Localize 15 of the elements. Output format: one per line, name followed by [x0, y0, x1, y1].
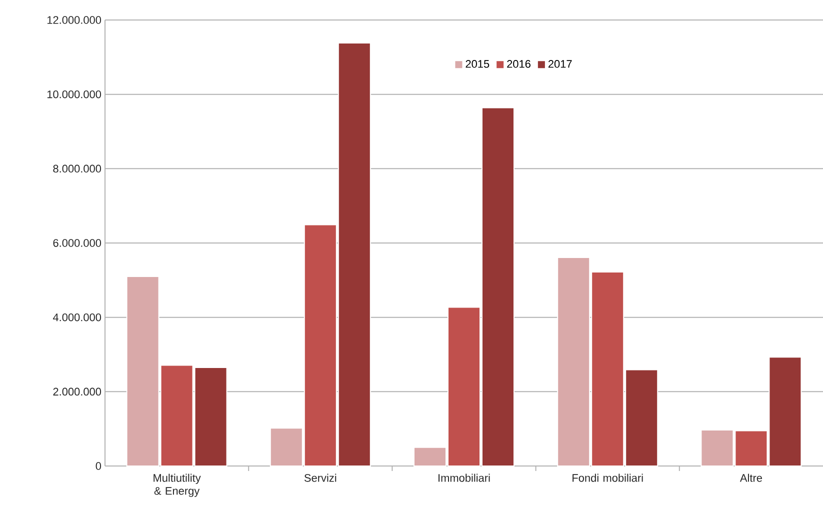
y-tick-label: 12.000.000	[47, 16, 102, 24]
y-tick-label: 10.000.000	[47, 90, 102, 98]
y-tick-label: 8.000.000	[53, 164, 102, 173]
y-tick-label: 6.000.000	[53, 239, 102, 247]
x-tick-label: Altre	[740, 474, 762, 482]
x-tick-label: Immobiliari	[438, 474, 490, 482]
y-tick-label: 0	[96, 462, 102, 470]
legend-label: 2015	[466, 60, 490, 68]
legend-label: 2016	[507, 60, 530, 68]
y-tick-label: 2.000.000	[53, 388, 102, 396]
x-tick-label: Multiutility & Energy	[154, 474, 201, 497]
x-tick-label: Fondi mobiliari	[572, 474, 643, 482]
x-tick-label: Servizi	[304, 474, 336, 482]
legend-label: 2017	[548, 60, 572, 68]
y-tick-label: 4.000.000	[52, 313, 102, 322]
